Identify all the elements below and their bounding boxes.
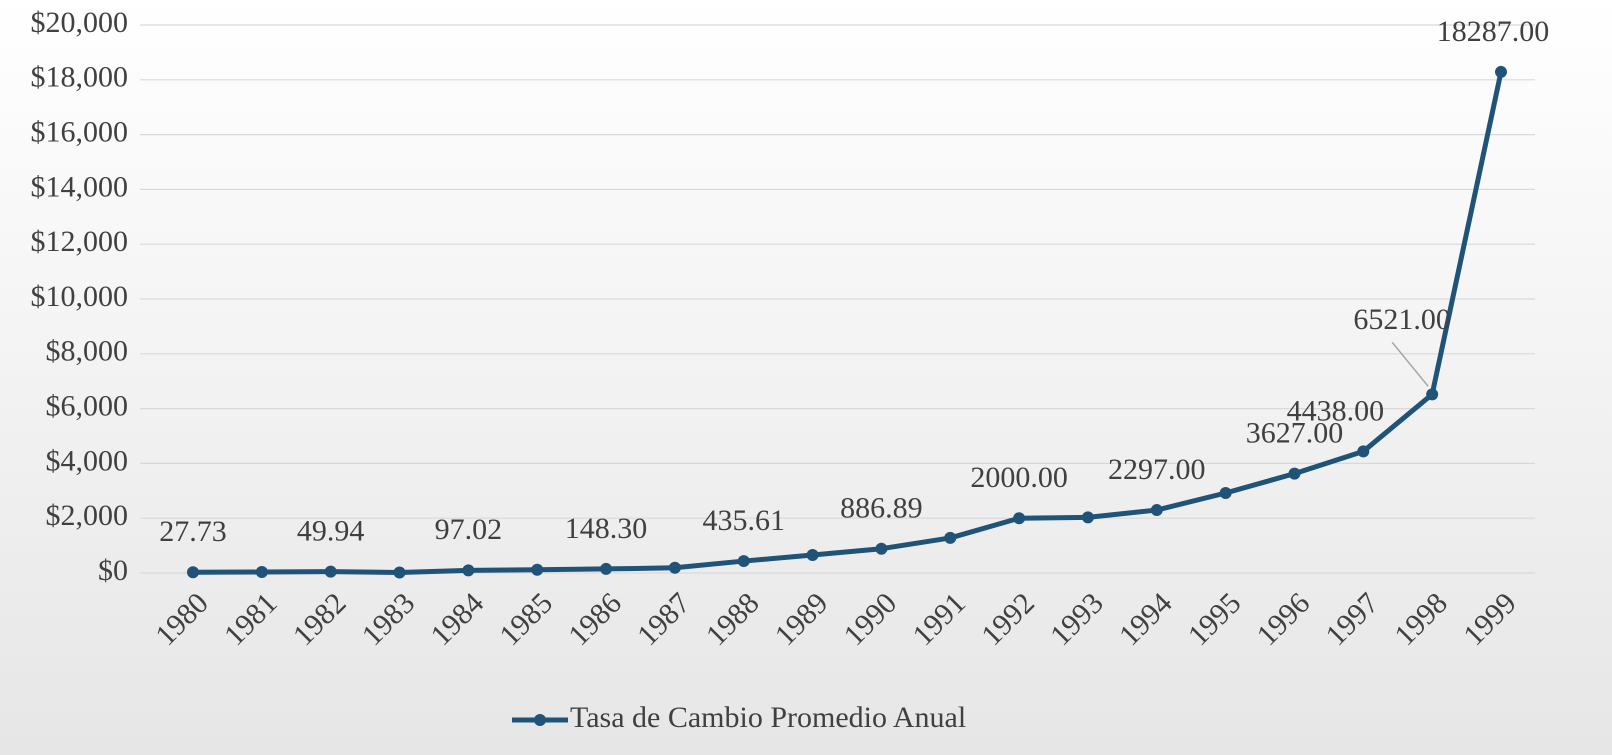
data-point: [187, 566, 199, 579]
legend-label: Tasa de Cambio Promedio Anual: [570, 701, 966, 734]
y-tick-label: $6,000: [46, 389, 129, 422]
data-point: [600, 562, 613, 575]
data-point: [255, 566, 268, 579]
data-point: [668, 561, 681, 574]
data-label: 435.61: [702, 504, 785, 537]
data-label: 148.30: [565, 512, 648, 545]
data-label: 49.94: [297, 515, 365, 548]
leader-line: [1391, 341, 1429, 387]
data-label: 2297.00: [1108, 453, 1206, 486]
data-point: [1081, 511, 1094, 524]
data-label: 3627.00: [1246, 417, 1344, 450]
data-point: [1426, 388, 1439, 401]
data-point: [1288, 467, 1301, 480]
data-label: 18287.00: [1437, 15, 1550, 48]
y-tick-label: $8,000: [46, 335, 129, 368]
y-tick-label: $14,000: [31, 170, 129, 203]
data-label: 27.73: [159, 515, 227, 548]
y-tick-label: $10,000: [31, 280, 129, 313]
data-label: 6521.00: [1353, 303, 1451, 336]
y-tick-label: $12,000: [31, 225, 129, 258]
y-tick-label: $18,000: [31, 61, 129, 94]
data-point: [1495, 65, 1507, 78]
data-point: [393, 566, 406, 579]
data-label: 97.02: [435, 513, 503, 546]
data-point: [531, 563, 544, 576]
data-point: [737, 555, 750, 568]
y-tick-label: $2,000: [46, 499, 129, 532]
data-point: [1013, 512, 1026, 525]
data-point: [875, 542, 888, 555]
data-label: 886.89: [840, 492, 923, 525]
data-point: [806, 548, 819, 561]
data-label: 2000.00: [970, 461, 1068, 494]
data-point: [1357, 445, 1370, 458]
y-tick-label: $4,000: [46, 444, 129, 477]
legend-marker: [534, 714, 546, 726]
y-tick-label: $20,000: [31, 6, 129, 39]
data-point: [944, 531, 957, 544]
series-line: [192, 71, 1504, 575]
y-tick-label: $0: [98, 554, 128, 587]
data-point: [1219, 486, 1232, 499]
data-point: [324, 565, 337, 578]
data-point: [462, 564, 475, 577]
data-point: [1150, 504, 1163, 517]
data-label: 4438.00: [1287, 394, 1385, 427]
y-tick-label: $16,000: [31, 115, 129, 148]
